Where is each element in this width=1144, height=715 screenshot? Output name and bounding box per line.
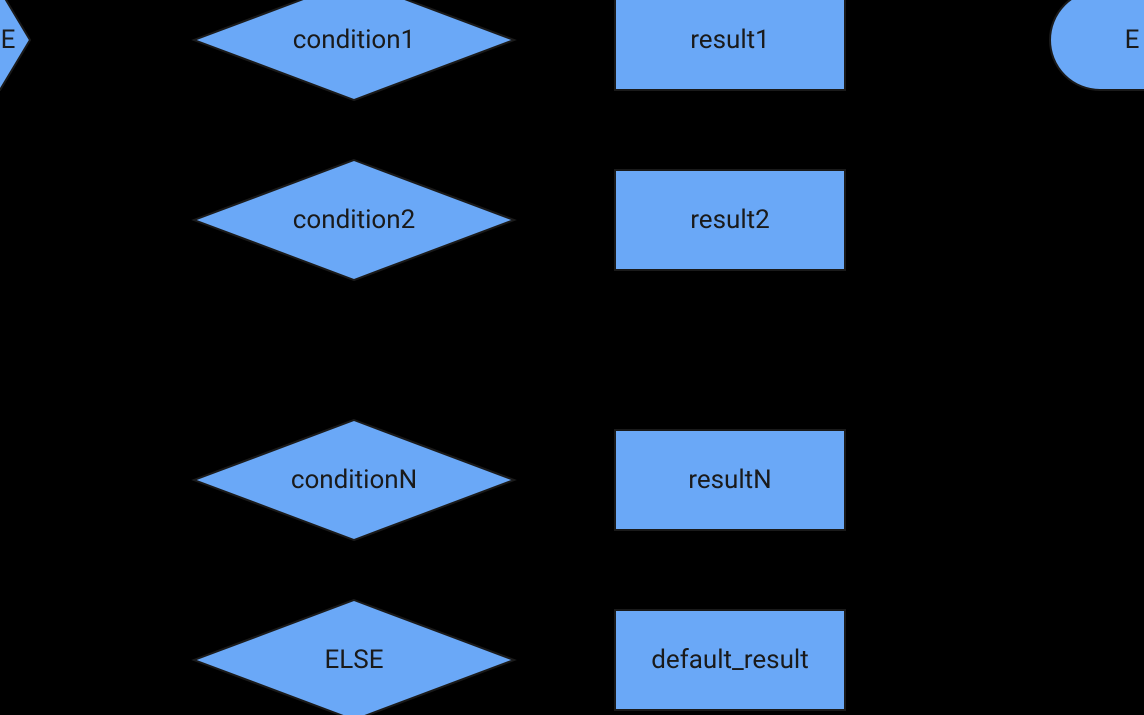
flow-node-label: ELSE [325, 645, 384, 675]
flow-node-label: condition1 [293, 25, 415, 55]
flow-node-condN: conditionN [194, 420, 514, 540]
flow-node-label: E [1, 25, 16, 55]
flow-node-label: result2 [690, 205, 770, 235]
flow-node-default: default_result [615, 610, 845, 710]
flow-node-label: resultN [688, 465, 771, 495]
flow-node-res1: result1 [615, 0, 845, 90]
flow-node-label: default_result [651, 645, 808, 675]
flow-node-else: ELSE [194, 600, 514, 715]
flow-node-cond2: condition2 [194, 160, 514, 280]
flow-node-end: E [1050, 0, 1144, 90]
flow-node-res2: result2 [615, 170, 845, 270]
flow-node-label: result1 [690, 25, 770, 55]
flow-node-cond1: condition1 [194, 0, 514, 100]
flow-node-label: conditionN [291, 465, 417, 495]
flow-node-start: E [0, 0, 30, 90]
flow-node-label: condition2 [293, 205, 415, 235]
flow-node-label: E [1125, 25, 1140, 55]
flow-node-resN: resultN [615, 430, 845, 530]
